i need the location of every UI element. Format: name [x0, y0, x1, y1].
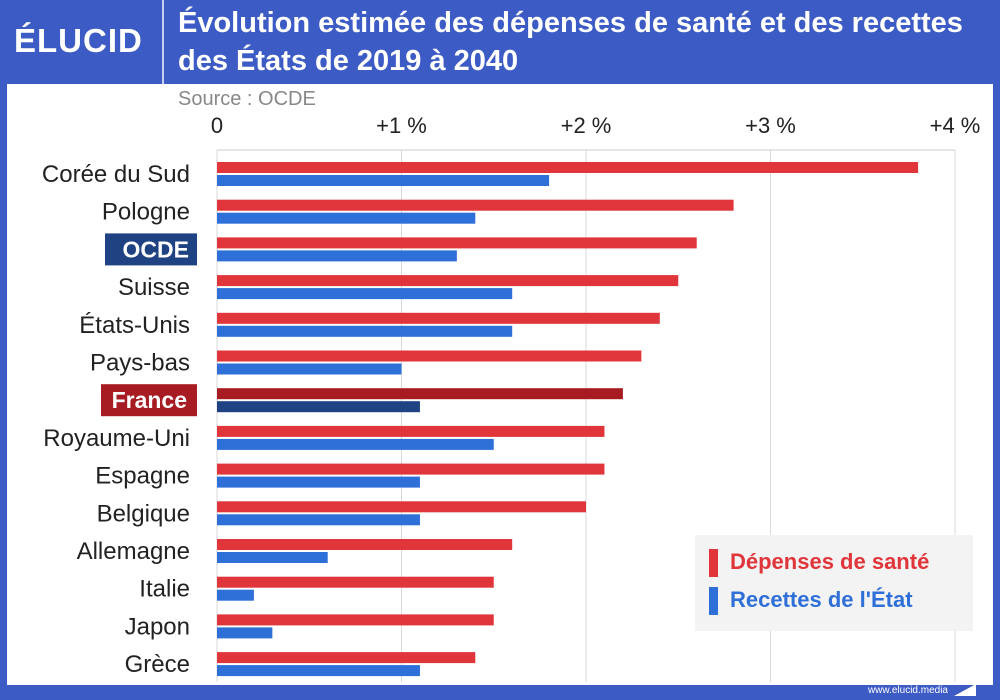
bar-depenses [217, 275, 679, 287]
category-label-bg [105, 233, 197, 266]
bar-depenses [217, 199, 734, 211]
bar-recettes [217, 288, 513, 300]
bar-recettes [217, 665, 420, 677]
bar-recettes [217, 514, 420, 526]
category-label: Suisse [118, 274, 190, 301]
bar-depenses [217, 614, 494, 626]
legend: Dépenses de santé Recettes de l'État [695, 535, 973, 631]
bar-depenses [217, 425, 605, 437]
legend-label: Dépenses de santé [730, 549, 930, 574]
bar-depenses [217, 350, 642, 362]
tick-label: +3 % [745, 113, 796, 138]
bar-depenses [217, 237, 697, 249]
category-label: Belgique [97, 500, 190, 527]
category-label: États-Unis [79, 312, 190, 339]
tick-label: +4 % [930, 113, 981, 138]
category-label: Espagne [95, 463, 190, 490]
bar-recettes [217, 325, 513, 337]
bar-recettes [217, 627, 273, 639]
source-note: Source : OCDE [178, 88, 316, 110]
chart-title: Évolution estimée des dépenses de santé … [178, 7, 963, 77]
category-label-bg [101, 384, 197, 417]
tick-label: +2 % [561, 113, 612, 138]
bar-recettes [217, 363, 402, 375]
bar-recettes [217, 250, 457, 262]
bar-depenses [217, 652, 476, 664]
bar-recettes [217, 401, 420, 413]
bar-depenses [217, 463, 605, 475]
category-label: Grèce [125, 651, 190, 678]
bar-depenses [217, 162, 919, 173]
category-label: Corée du Sud [42, 161, 190, 188]
tick-label: +1 % [376, 113, 427, 138]
legend-item-recettes: Recettes de l'État [709, 587, 913, 616]
category-label: Pologne [102, 199, 190, 226]
category-label: Allemagne [77, 538, 190, 565]
elucid-flag-icon [954, 684, 976, 696]
legend-item-depenses: Dépenses de santé [709, 549, 930, 578]
bar-depenses [217, 539, 513, 550]
category-label: Italie [139, 576, 190, 603]
bar-depenses [217, 388, 623, 400]
category-label: France [112, 387, 187, 413]
category-label: OCDE [123, 236, 189, 262]
header-divider [162, 0, 164, 84]
bar-recettes [217, 175, 550, 186]
category-label: Japon [125, 613, 190, 640]
legend-label: Recettes de l'État [730, 587, 913, 612]
category-label: Royaume-Uni [43, 425, 190, 452]
tick-label: 0 [211, 113, 223, 138]
footer-url: www.elucid.media [867, 685, 948, 696]
legend-swatch-red [709, 549, 718, 578]
category-label: Pays-bas [90, 350, 190, 377]
bar-recettes [217, 589, 254, 601]
bar-recettes [217, 438, 494, 450]
bar-recettes [217, 212, 476, 224]
bar-recettes [217, 476, 420, 488]
bar-depenses [217, 576, 494, 588]
bar-depenses [217, 501, 586, 513]
elucid-logo: ÉLUCID [14, 22, 143, 59]
legend-swatch-blue [709, 587, 718, 616]
bar-depenses [217, 312, 660, 324]
bar-recettes [217, 552, 328, 563]
